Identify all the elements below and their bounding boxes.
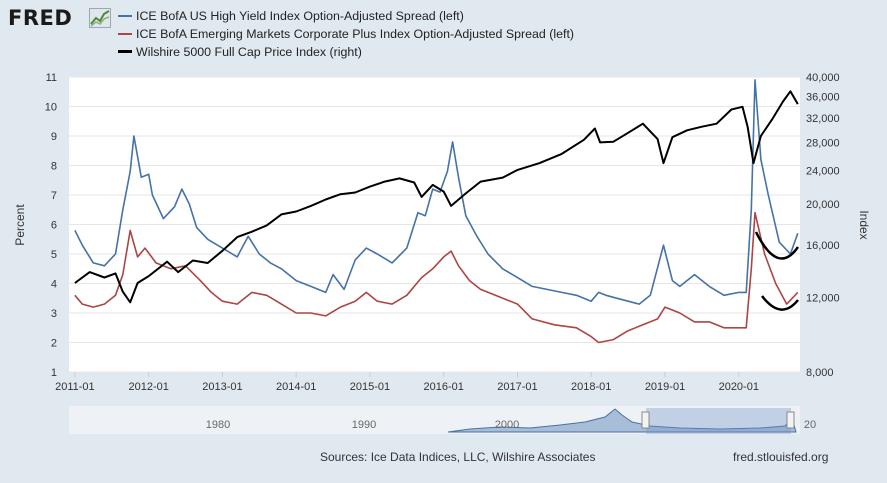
legend-swatch-red bbox=[118, 33, 132, 35]
x-tick-label: 2013-01 bbox=[202, 381, 242, 393]
x-tick-label: 2017-01 bbox=[497, 381, 537, 393]
x-axis-ticks: 2011-01 2012-01 2013-01 2014-01 2015-01 2016-… bbox=[55, 372, 759, 393]
right-tick-label: 36,000 bbox=[806, 91, 840, 103]
x-tick-label: 2014-01 bbox=[276, 381, 316, 393]
navigator-label-2000: 2000 bbox=[495, 419, 519, 431]
legend-item-wilshire[interactable]: Wilshire 5000 Full Cap Price Index (righ… bbox=[118, 43, 574, 61]
legend-label: Wilshire 5000 Full Cap Price Index (righ… bbox=[136, 45, 362, 59]
left-tick-label: 9 bbox=[51, 131, 57, 143]
emerging-markets-spread-line bbox=[74, 211, 799, 344]
navigator-handle-right[interactable] bbox=[786, 411, 795, 429]
x-tick-label: 2020-01 bbox=[719, 381, 759, 393]
legend-item-high-yield[interactable]: ICE BofA US High Yield Index Option-Adju… bbox=[118, 7, 574, 25]
navigator-label-1990: 1990 bbox=[352, 419, 376, 431]
fred-logo[interactable]: FRED bbox=[8, 6, 73, 30]
right-tick-label: 32,000 bbox=[806, 113, 840, 125]
annotation-curve-upper bbox=[754, 231, 800, 260]
left-tick-label: 1 bbox=[51, 367, 57, 379]
navigator-selection[interactable] bbox=[646, 408, 791, 434]
trend-chart-icon bbox=[89, 8, 111, 28]
legend-swatch-black bbox=[118, 50, 132, 53]
x-tick-label: 2015-01 bbox=[350, 381, 390, 393]
left-tick-label: 8 bbox=[51, 161, 57, 173]
left-axis-ticks: 1 2 3 4 5 6 7 8 9 10 11 bbox=[45, 72, 57, 379]
x-tick-label: 2011-01 bbox=[55, 381, 95, 393]
x-tick-label: 2016-01 bbox=[424, 381, 464, 393]
range-navigator[interactable]: 1980 1990 2000 20 bbox=[69, 406, 816, 434]
right-tick-label: 16,000 bbox=[806, 240, 840, 252]
series-lines bbox=[74, 79, 800, 344]
legend-swatch-blue bbox=[118, 15, 132, 17]
left-tick-label: 2 bbox=[51, 338, 57, 350]
navigator-handle-left[interactable] bbox=[641, 411, 650, 429]
right-tick-label: 24,000 bbox=[806, 166, 840, 178]
annotation-curve-lower bbox=[761, 295, 799, 311]
source-text: Sources: Ice Data Indices, LLC, Wilshire… bbox=[320, 450, 596, 464]
left-tick-label: 11 bbox=[46, 72, 57, 84]
legend-label: ICE BofA Emerging Markets Corporate Plus… bbox=[136, 27, 575, 41]
left-tick-label: 5 bbox=[51, 249, 57, 261]
navigator-label-1980: 1980 bbox=[206, 419, 230, 431]
chart-legend: ICE BofA US High Yield Index Option-Adju… bbox=[118, 7, 574, 61]
right-tick-label: 28,000 bbox=[806, 137, 840, 149]
website-link[interactable]: fred.stlouisfed.org bbox=[733, 450, 829, 464]
legend-label: ICE BofA US High Yield Index Option-Adju… bbox=[136, 9, 464, 23]
high-yield-spread-line bbox=[74, 79, 799, 305]
navigator-overview bbox=[447, 408, 797, 433]
gridlines bbox=[69, 76, 800, 373]
left-tick-label: 6 bbox=[51, 220, 57, 232]
left-tick-label: 7 bbox=[51, 190, 57, 202]
left-tick-label: 3 bbox=[51, 308, 57, 320]
right-tick-label: 40,000 bbox=[806, 72, 840, 84]
left-tick-label: 10 bbox=[45, 102, 57, 114]
navigator-label-2020: 20 bbox=[804, 419, 816, 431]
right-axis-ticks: 8,000 12,000 16,000 20,000 24,000 28,000 32,00… bbox=[806, 72, 840, 379]
x-tick-label: 2018-01 bbox=[571, 381, 611, 393]
right-tick-label: 8,000 bbox=[806, 367, 834, 379]
left-axis-label: Percent bbox=[13, 204, 27, 246]
legend-item-emerging-markets[interactable]: ICE BofA Emerging Markets Corporate Plus… bbox=[118, 25, 574, 43]
right-tick-label: 20,000 bbox=[806, 199, 840, 211]
x-tick-label: 2012-01 bbox=[128, 381, 168, 393]
left-tick-label: 4 bbox=[51, 279, 57, 291]
right-axis-label: Index bbox=[857, 210, 871, 239]
x-tick-label: 2019-01 bbox=[645, 381, 685, 393]
wilshire-5000-line bbox=[74, 90, 799, 304]
right-tick-label: 12,000 bbox=[806, 293, 840, 305]
